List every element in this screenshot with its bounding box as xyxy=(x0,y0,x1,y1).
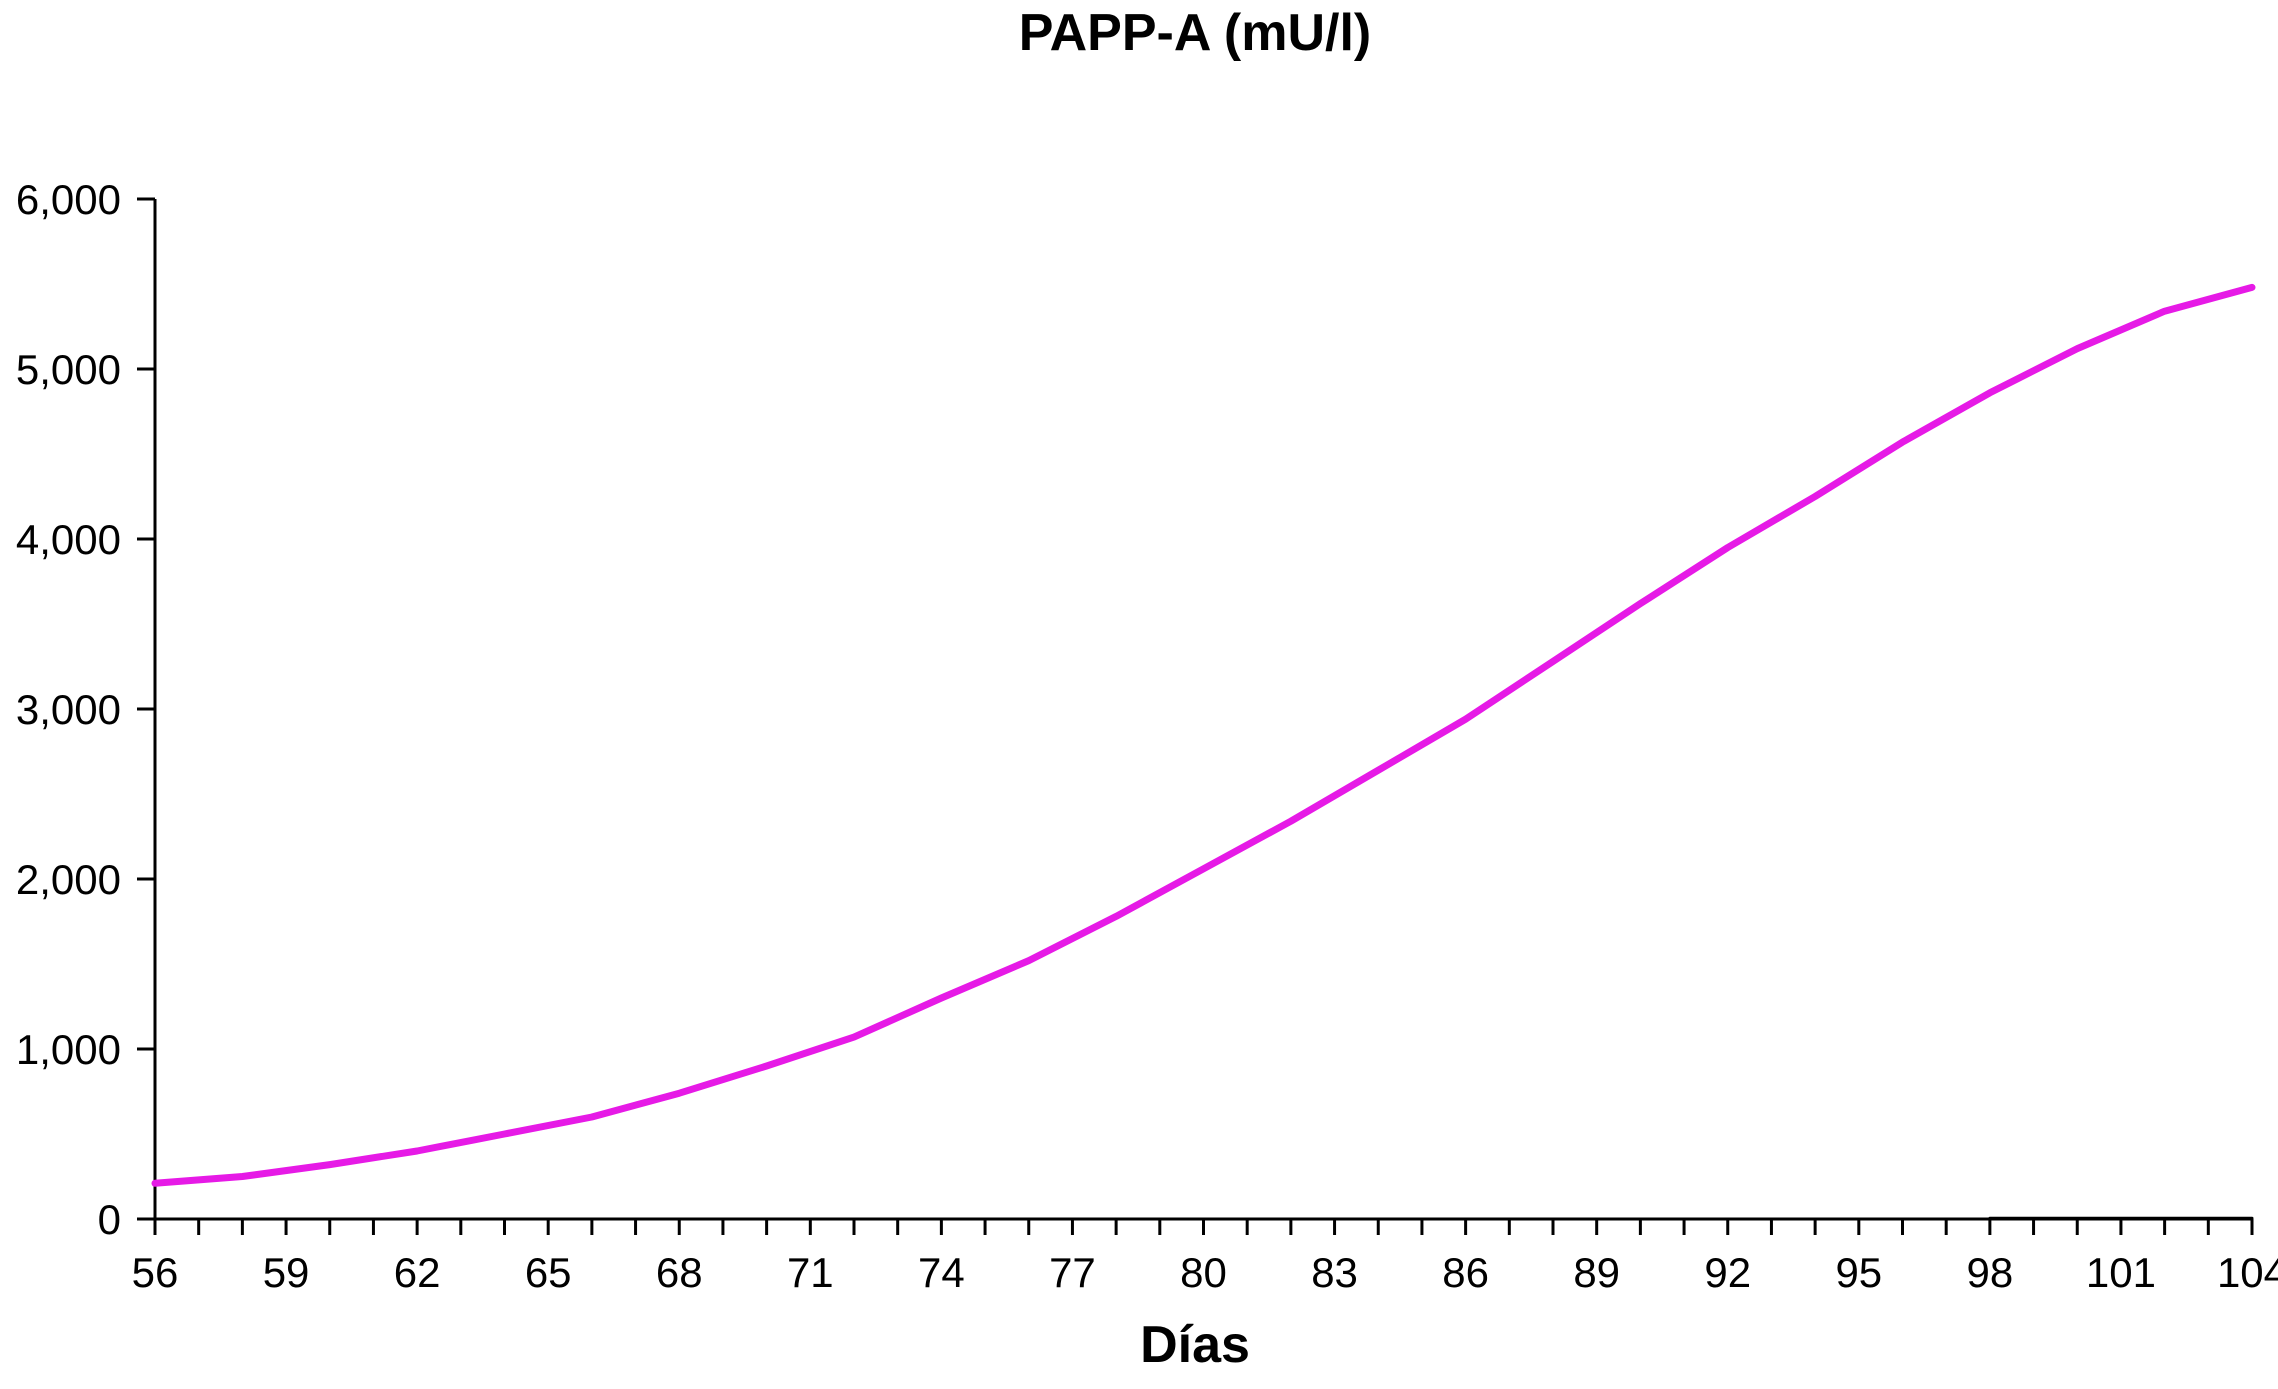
series-layer xyxy=(151,283,2256,1220)
x-tick-label: 56 xyxy=(132,1249,179,1296)
y-tick-label: 4,000 xyxy=(16,516,121,563)
x-tick-label: 68 xyxy=(656,1249,703,1296)
x-tick-label: 83 xyxy=(1311,1249,1358,1296)
x-tick-label: 77 xyxy=(1049,1249,1096,1296)
x-tick-label: 59 xyxy=(263,1249,310,1296)
y-tick-label: 6,000 xyxy=(16,176,121,223)
x-tick-label: 89 xyxy=(1573,1249,1620,1296)
x-tick-label: 74 xyxy=(918,1249,965,1296)
x-tick-label: 80 xyxy=(1180,1249,1227,1296)
y-ticks: 0 1,000 2,000 3,000 4,000 5,000 6,000 xyxy=(16,176,155,1243)
y-tick-label: 1,000 xyxy=(16,1026,121,1073)
x-tick-label: 95 xyxy=(1835,1249,1882,1296)
x-tick-label: 65 xyxy=(525,1249,572,1296)
y-tick-label: 2,000 xyxy=(16,856,121,903)
x-tick-label: 86 xyxy=(1442,1249,1489,1296)
x-tick-label: 71 xyxy=(787,1249,834,1296)
x-axis-label: Días xyxy=(1140,1316,1250,1374)
y-tick-label: 0 xyxy=(98,1196,121,1243)
y-tick-label: 3,000 xyxy=(16,686,121,733)
x-ticks: 56 59 62 65 68 71 74 77 80 83 86 89 92 95 98 101 104 xyxy=(132,1219,2278,1296)
x-tick-label: 104 xyxy=(2217,1249,2278,1296)
chart-title: PAPP-A (mU/l) xyxy=(1019,4,1371,62)
y-tick-label: 5,000 xyxy=(16,346,121,393)
x-tick-label: 101 xyxy=(2086,1249,2156,1296)
x-tick-label: 62 xyxy=(394,1249,441,1296)
series-line-1 xyxy=(151,283,2256,1187)
x-tick-label: 92 xyxy=(1704,1249,1751,1296)
x-tick-label: 98 xyxy=(1967,1249,2014,1296)
